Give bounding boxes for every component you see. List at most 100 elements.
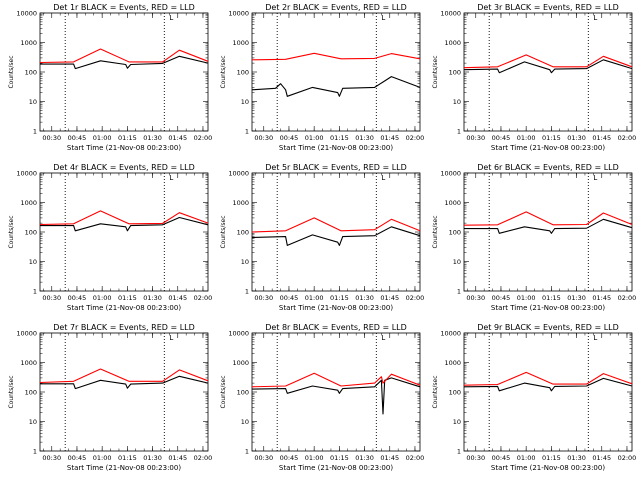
plot-frame [39, 332, 209, 452]
lld-series-line [251, 372, 421, 388]
x-tick-label: 00:30 [254, 454, 273, 462]
y-axis-label: Counts/sec [432, 55, 439, 88]
x-tick-label: 01:15 [118, 134, 137, 142]
x-tick-label: 01:00 [517, 134, 536, 142]
y-tick-label: 1000 [444, 359, 461, 367]
plot-frame [463, 12, 633, 132]
x-tick-label: 01:45 [592, 294, 611, 302]
y-tick-label: 10 [241, 258, 249, 266]
detector-panel: Det 6r BLACK = Events, RED = LLD Counts/s… [432, 163, 636, 312]
x-tick-label: 02:00 [406, 294, 425, 302]
lld-series-line [39, 48, 209, 64]
x-tick-label: 00:45 [492, 454, 511, 462]
y-tick-label: 10000 [16, 330, 37, 338]
x-tick-label: 01:30 [355, 294, 374, 302]
events-series-line [40, 216, 209, 232]
x-tick-label: 00:45 [68, 454, 87, 462]
y-tick-label: 10 [29, 98, 37, 106]
x-tick-label: 01:30 [143, 454, 162, 462]
x-tick-label: 01:00 [517, 294, 536, 302]
y-tick-label: 1000 [232, 199, 249, 207]
panel-title: Det 4r BLACK = Events, RED = LLD [53, 163, 195, 172]
panel-title: Det 7r BLACK = Events, RED = LLD [53, 323, 195, 332]
y-tick-label: 1 [33, 448, 37, 456]
x-tick-label: 01:45 [168, 454, 187, 462]
y-tick-label: 10000 [16, 10, 37, 18]
marker-label: L [381, 174, 385, 182]
x-axis-label: Start Time (21-Nov-08 00:23:00) [67, 464, 181, 472]
y-tick-label: 1 [457, 288, 461, 296]
y-tick-label: 100 [237, 389, 249, 397]
plot-frame [251, 12, 421, 132]
events-series-line [40, 375, 209, 390]
y-tick-label: 1 [245, 448, 249, 456]
plot-frame [251, 172, 421, 292]
panel-title: Det 6r BLACK = Events, RED = LLD [477, 163, 619, 172]
y-tick-label: 1000 [444, 39, 461, 47]
y-tick-label: 100 [25, 69, 37, 77]
detector-panel: Det 1r BLACK = Events, RED = LLD Counts/s… [8, 3, 212, 152]
x-tick-label: 01:45 [592, 134, 611, 142]
panel-title: Det 1r BLACK = Events, RED = LLD [53, 3, 195, 12]
x-tick-label: 01:30 [567, 454, 586, 462]
detector-panel: Det 2r BLACK = Events, RED = LLD Counts/s… [220, 3, 424, 152]
x-tick-label: 01:45 [380, 294, 399, 302]
plot-frame [251, 332, 421, 452]
y-tick-label: 100 [25, 389, 37, 397]
x-tick-label: 02:00 [406, 454, 425, 462]
x-tick-label: 00:30 [42, 134, 61, 142]
y-axis-label: Counts/sec [220, 55, 227, 88]
x-tick-label: 00:45 [280, 134, 299, 142]
y-tick-label: 10000 [228, 330, 249, 338]
plot-frame [463, 172, 633, 292]
x-tick-label: 01:45 [380, 134, 399, 142]
detector-panel: Det 5r BLACK = Events, RED = LLD Counts/s… [220, 163, 424, 312]
x-tick-label: 01:00 [93, 454, 112, 462]
x-tick-label: 02:00 [194, 134, 213, 142]
lld-series-line [463, 211, 633, 226]
events-series-line [251, 377, 421, 415]
x-tick-label: 00:30 [466, 454, 485, 462]
events-series-line [463, 59, 633, 74]
y-tick-label: 1 [457, 448, 461, 456]
y-tick-label: 10 [453, 418, 461, 426]
x-axis-label: Start Time (21-Nov-08 00:23:00) [491, 144, 605, 152]
x-tick-label: 01:15 [330, 294, 349, 302]
x-tick-label: 00:30 [42, 454, 61, 462]
x-tick-label: 01:45 [168, 134, 187, 142]
lld-series-line [251, 52, 421, 61]
events-series-line [463, 377, 633, 392]
x-tick-label: 00:45 [68, 294, 87, 302]
y-axis-label: Counts/sec [8, 55, 15, 88]
y-tick-label: 1000 [20, 199, 37, 207]
x-tick-label: 02:00 [618, 294, 637, 302]
y-tick-label: 1 [33, 288, 37, 296]
y-tick-label: 10000 [440, 170, 461, 178]
events-series-line [251, 76, 421, 97]
x-tick-label: 01:45 [592, 454, 611, 462]
marker-label: L [169, 334, 173, 342]
x-tick-label: 01:00 [305, 454, 324, 462]
y-tick-label: 10000 [440, 330, 461, 338]
marker-label: L [381, 334, 385, 342]
x-tick-label: 02:00 [618, 134, 637, 142]
panel-title: Det 5r BLACK = Events, RED = LLD [265, 163, 407, 172]
x-tick-label: 01:00 [517, 454, 536, 462]
x-tick-label: 00:30 [466, 134, 485, 142]
y-tick-label: 10 [241, 98, 249, 106]
x-tick-label: 01:30 [143, 134, 162, 142]
y-tick-label: 100 [449, 389, 461, 397]
y-axis-label: Counts/sec [8, 215, 15, 248]
y-tick-label: 1 [457, 128, 461, 136]
y-tick-label: 1000 [232, 39, 249, 47]
marker-label: L [593, 334, 597, 342]
panel-title: Det 2r BLACK = Events, RED = LLD [265, 3, 407, 12]
x-tick-label: 01:15 [118, 294, 137, 302]
y-tick-label: 100 [449, 229, 461, 237]
x-tick-label: 01:15 [330, 454, 349, 462]
x-tick-label: 01:15 [542, 294, 561, 302]
x-tick-label: 00:45 [68, 134, 87, 142]
x-tick-label: 01:00 [93, 134, 112, 142]
x-tick-label: 00:30 [254, 294, 273, 302]
x-tick-label: 01:30 [567, 294, 586, 302]
